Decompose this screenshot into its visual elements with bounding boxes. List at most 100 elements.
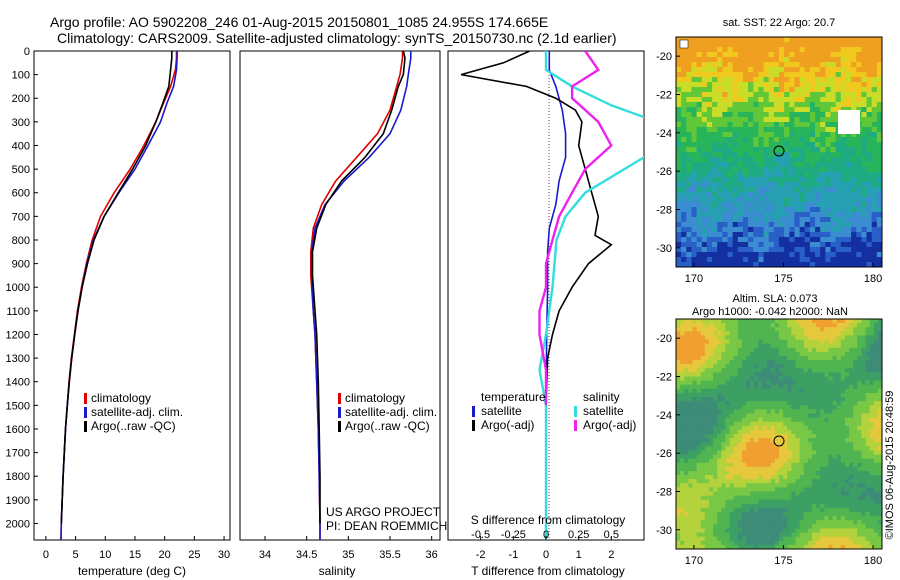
sla-cell [853,351,858,357]
sla-cell [700,384,706,390]
sla-cell [696,466,702,472]
sla-map-panel: Altim. SLA: 0.073 Argo h1000: -0.042 h20… [656,293,883,567]
sst-cell [712,87,718,93]
sla-cell [844,487,850,492]
sst-cell [681,132,687,138]
sla-cell [853,495,858,501]
sst-cell [763,97,770,103]
sla-cell [803,392,809,398]
sla-cell [713,442,718,447]
sla-cell [799,355,805,361]
sla-cell [832,319,838,324]
sst-cell [742,207,749,213]
sla-cell [803,528,809,533]
sla-cell [704,540,710,546]
sla-cell [729,405,735,410]
sst-cell [815,127,821,133]
sla-cell [803,532,809,538]
sst-cell [809,232,816,238]
sst-cell [851,152,857,158]
sla-cell [754,434,759,439]
sst-cell [691,192,697,198]
sst-cell [742,117,749,123]
sst-cell [763,147,770,153]
sla-cell [799,434,805,439]
sst-cell [861,217,867,223]
sst-cell [732,47,739,53]
sla-cell [696,319,702,324]
sla-cell [717,512,722,517]
sla-cell [820,413,825,418]
sla-cell [865,454,871,460]
sla-cell [791,388,796,394]
sla-cell [865,380,871,386]
sla-cell [717,524,722,529]
sla-cell [857,495,862,501]
sla-cell [704,536,710,542]
sst-cell [717,42,723,48]
sla-cell [766,327,772,332]
sla-cell [791,516,796,521]
sla-cell [857,351,862,357]
sst-cell [840,232,847,238]
sla-cell [836,380,842,386]
sla-cell [696,368,702,373]
sst-cell [794,77,800,83]
sla-cell [717,372,722,377]
sla-cell [708,491,714,497]
sla-cell [795,458,800,464]
sst-cell [779,112,785,118]
sst-cell [809,162,816,168]
sla-cell [725,339,730,345]
sla-cell [684,475,689,480]
sla-cell [877,499,882,505]
sst-cell [773,62,780,68]
sst-cell [686,212,692,218]
sla-cell [861,397,866,402]
sla-cell [741,425,747,431]
sst-cell [706,137,713,143]
sla-cell [836,532,842,538]
s-difference-tick-label: -0.5 [471,529,490,541]
sla-cell [853,466,858,472]
sla-cell [758,376,763,382]
sst-cell [758,97,764,103]
sst-cell [681,107,687,113]
sla-cell [807,434,813,439]
sla-cell [704,425,710,431]
sla-cell [737,360,743,365]
sla-cell [676,364,681,369]
sst-cell [851,262,857,267]
sla-cell [746,335,751,340]
sla-cell [828,384,833,390]
sla-cell [746,544,751,549]
sla-cell [721,392,726,398]
depth-tick-label: 200 [12,93,30,105]
sla-cell [791,409,796,414]
map-lat-tick-label: -20 [656,51,672,63]
sla-cell [774,319,780,324]
sla-cell [861,319,866,324]
sla-cell [849,532,854,538]
sla-cell [795,516,800,521]
sla-cell [836,442,842,447]
sla-cell [799,466,805,472]
sla-cell [795,331,800,336]
sst-cell [712,52,718,58]
sst-cell [727,52,734,58]
sla-cell [828,331,833,336]
sst-cell [701,177,708,183]
sla-cell [708,544,714,549]
sla-cell [746,355,751,361]
sst-cell [856,192,862,198]
sst-cell [825,77,831,83]
sla-cell [754,331,759,336]
sla-cell [807,351,813,357]
sst-cell [691,162,697,168]
sla-cell [844,524,850,529]
sla-cell [704,462,710,468]
sla-cell [733,388,739,394]
sla-cell [750,442,755,447]
sla-cell [746,372,751,377]
sla-cell [750,536,755,542]
